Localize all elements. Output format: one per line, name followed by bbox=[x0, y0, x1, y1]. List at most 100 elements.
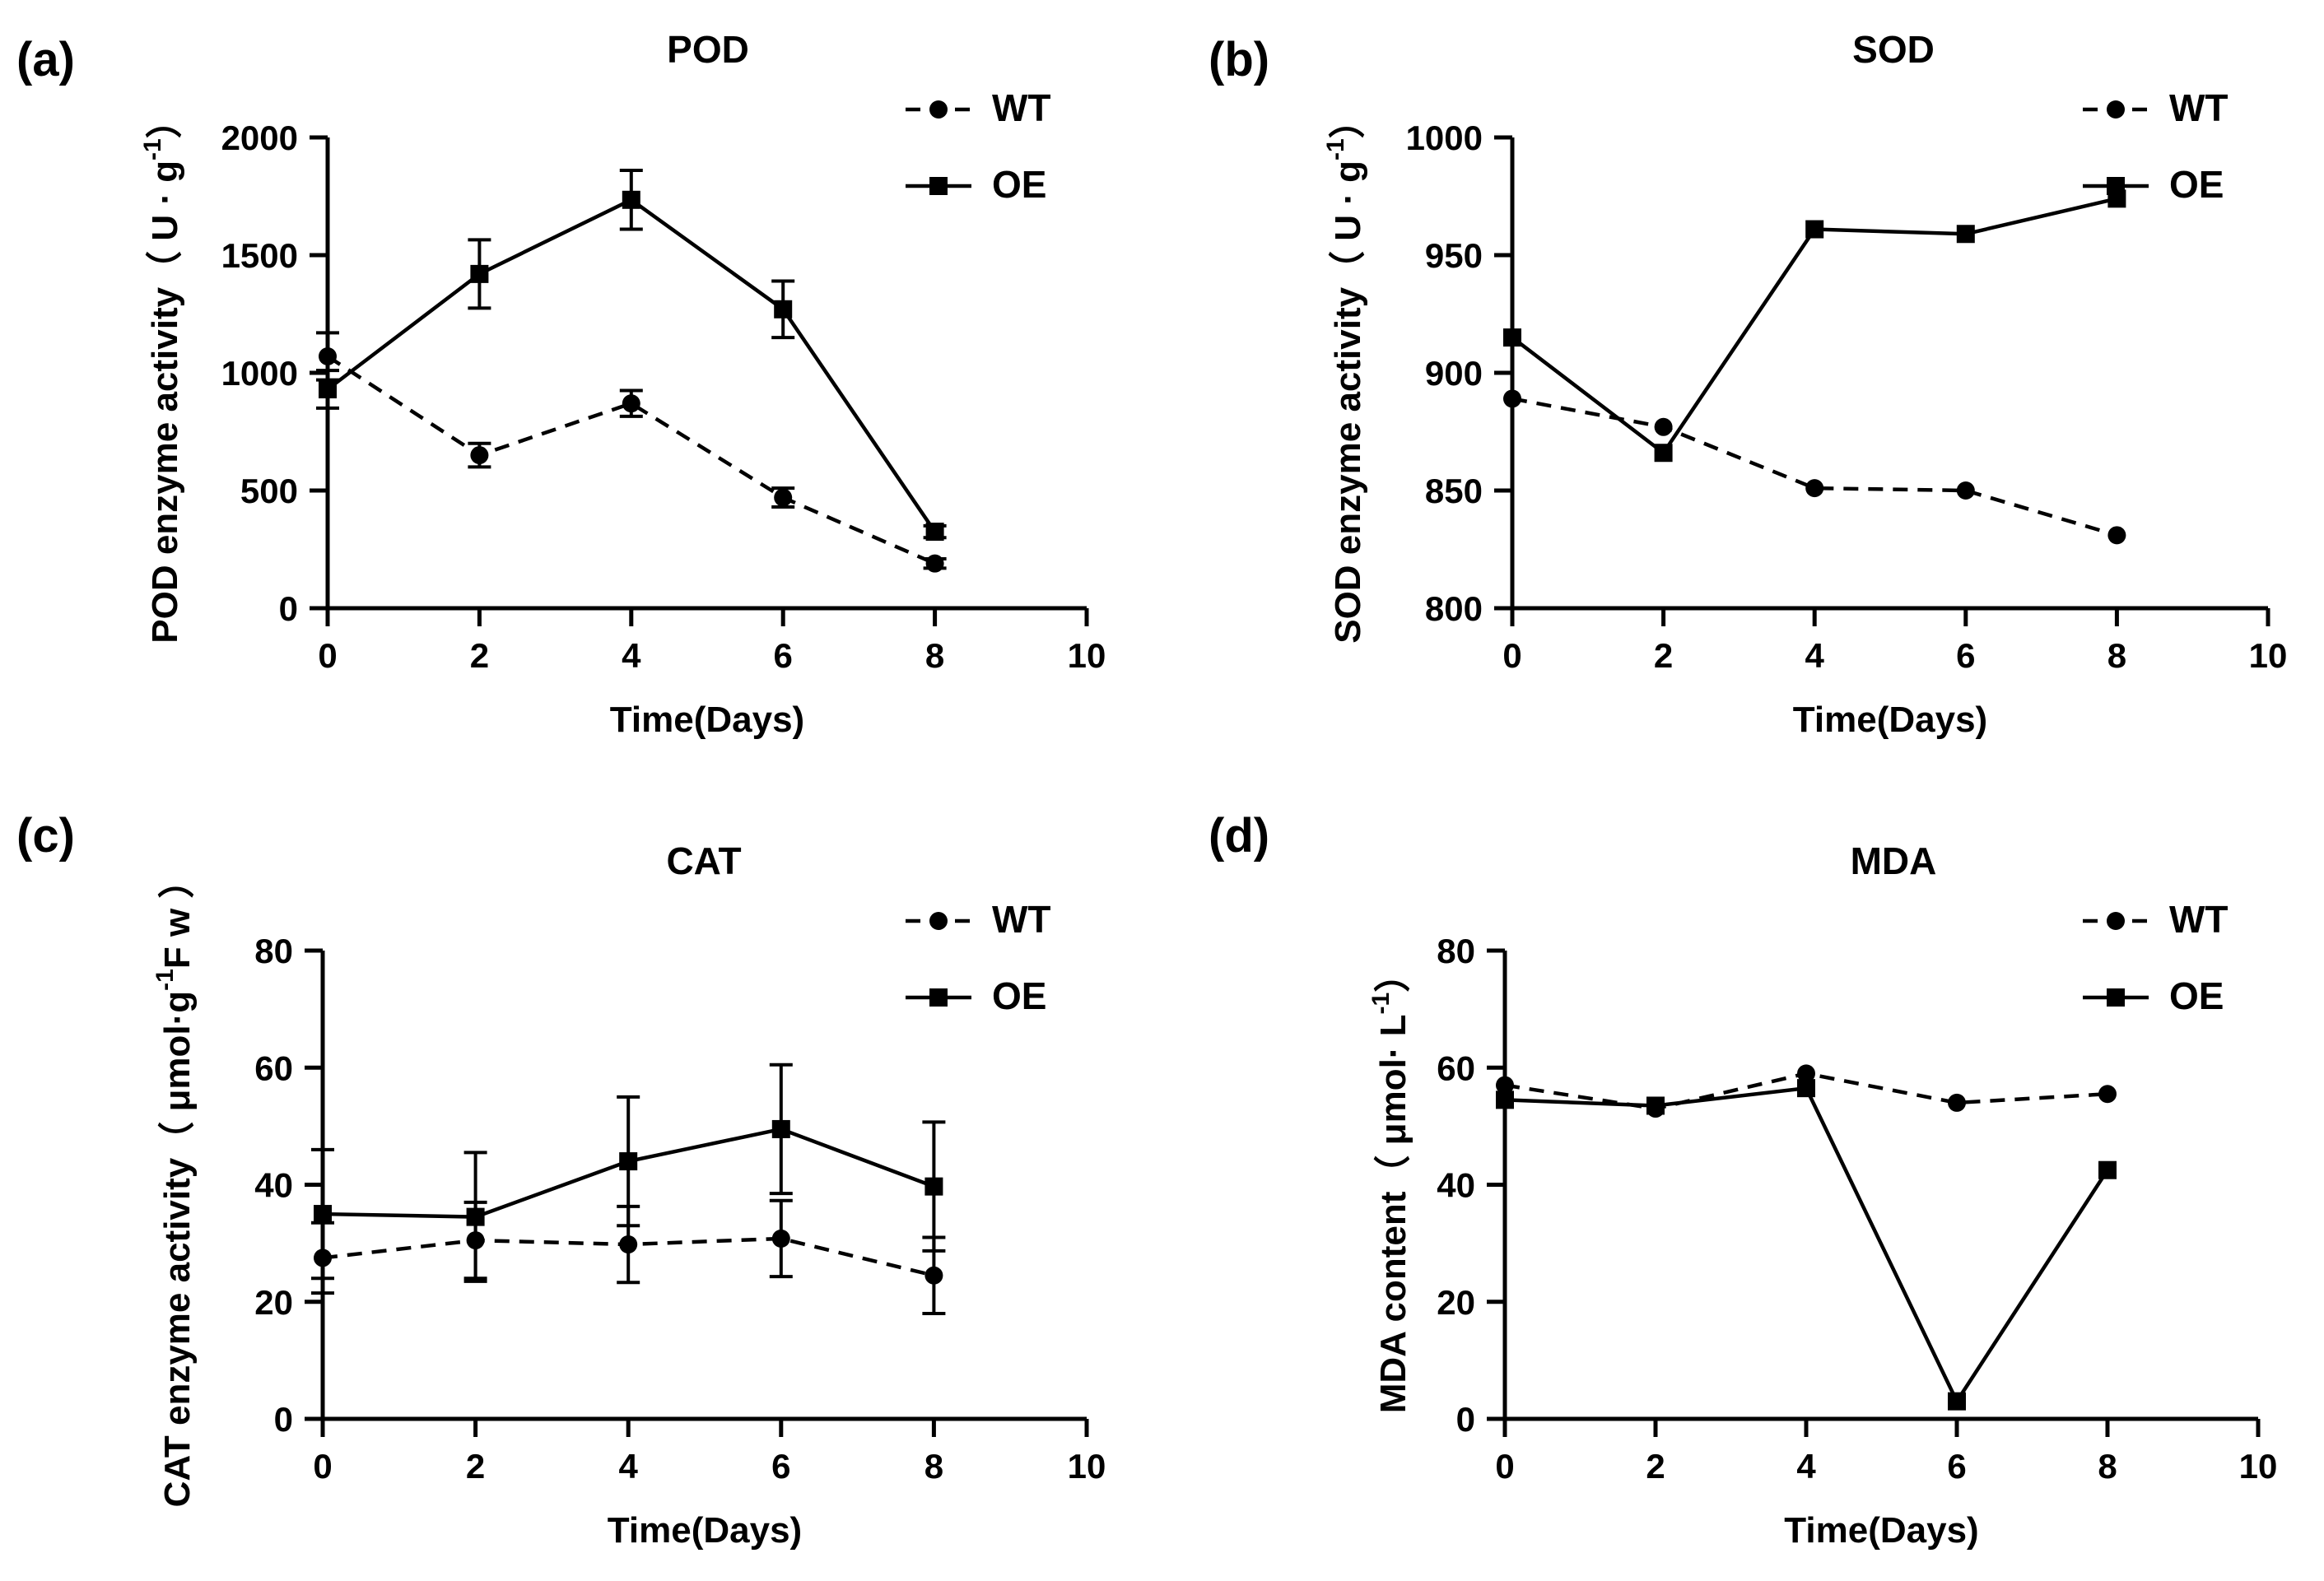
data-point-oe bbox=[470, 264, 489, 283]
chart-panel-pod: (a) POD 0 2 4 6 8 10 0 500 1000 1500 2000 Time(Days) P… bbox=[16, 28, 1106, 740]
data-point-oe bbox=[622, 190, 640, 209]
y-tick-label: 0 bbox=[274, 1400, 293, 1439]
x-tick-label: 0 bbox=[1495, 1447, 1514, 1486]
legend-label: OE bbox=[992, 163, 1046, 206]
chart-panel-sod: (b) SOD 0 2 4 6 8 10 800 850 900 950 1000 Time(Days) S… bbox=[1209, 28, 2287, 740]
panel-label: (a) bbox=[16, 33, 75, 86]
chart-title: POD bbox=[667, 28, 749, 71]
legend-marker bbox=[2107, 988, 2125, 1007]
panel-label: (b) bbox=[1209, 33, 1269, 86]
x-tick-label: 2 bbox=[1646, 1447, 1665, 1486]
x-tick-label: 8 bbox=[924, 1447, 943, 1486]
data-point-wt bbox=[1956, 481, 1975, 500]
legend-entry-wt: WT bbox=[906, 86, 1051, 129]
chart-title: MDA bbox=[1851, 839, 1937, 882]
y-tick-label: 2000 bbox=[221, 119, 298, 157]
x-tick-label: 4 bbox=[622, 636, 641, 675]
y-tick-label: 40 bbox=[1437, 1166, 1475, 1205]
legend-entry-wt: WT bbox=[2083, 898, 2229, 941]
x-axis-label: Time(Days) bbox=[1784, 1510, 1978, 1551]
data-point-oe bbox=[924, 1177, 943, 1196]
x-tick-label: 10 bbox=[2239, 1447, 2278, 1486]
series-line-oe bbox=[1504, 1086, 2109, 1406]
y-axis-label-sup: -1 bbox=[139, 138, 166, 160]
y-axis-label: SOD enzyme activity（ U · g-1） bbox=[1322, 102, 1368, 644]
y-axis-label-suffix: ） bbox=[1328, 102, 1368, 138]
data-point-oe bbox=[774, 300, 793, 319]
data-point-wt bbox=[1948, 1093, 1966, 1112]
legend-label: OE bbox=[2169, 974, 2224, 1017]
data-point-oe bbox=[1646, 1096, 1665, 1115]
data-point-wt bbox=[1503, 389, 1521, 408]
x-tick-label: 10 bbox=[1068, 636, 1106, 675]
data-point-oe bbox=[319, 380, 337, 399]
y-axis-label-suffix: ） bbox=[145, 102, 185, 138]
y-axis-label: MDA content（ μmol· L-1） bbox=[1367, 956, 1413, 1413]
data-point-wt bbox=[319, 346, 337, 365]
legend-entry-oe: OE bbox=[906, 163, 1046, 206]
y-axis-label-main: POD enzyme activity（ U · g bbox=[145, 160, 185, 644]
y-axis-label-main: SOD enzyme activity（ U · g bbox=[1328, 160, 1368, 644]
series-oe bbox=[1496, 1079, 2117, 1411]
legend-entry-oe: OE bbox=[2083, 974, 2224, 1017]
data-point-wt bbox=[470, 446, 489, 465]
x-tick-label: 4 bbox=[619, 1447, 639, 1486]
x-tick-label: 10 bbox=[2249, 636, 2288, 675]
legend-marker bbox=[929, 912, 948, 930]
legend-entry-oe: OE bbox=[906, 974, 1046, 1017]
series-oe bbox=[1503, 189, 2126, 463]
legend-marker bbox=[929, 988, 948, 1007]
data-point-oe bbox=[1503, 328, 1521, 347]
x-tick-label: 6 bbox=[1956, 636, 1975, 675]
y-tick-label: 950 bbox=[1425, 236, 1483, 275]
x-axis-label: Time(Days) bbox=[610, 700, 804, 740]
chart-title: SOD bbox=[1852, 28, 1935, 71]
y-tick-label: 80 bbox=[1437, 932, 1475, 970]
x-tick-label: 4 bbox=[1805, 636, 1825, 675]
data-point-wt bbox=[924, 1266, 943, 1285]
y-tick-label: 500 bbox=[240, 472, 298, 510]
data-point-wt bbox=[622, 394, 640, 413]
y-tick-label: 800 bbox=[1425, 589, 1483, 628]
y-axis-label-suffix: ） bbox=[1373, 956, 1413, 993]
x-tick-label: 0 bbox=[1502, 636, 1521, 675]
x-tick-label: 0 bbox=[318, 636, 337, 675]
y-axis-label-main: MDA content（ μmol· L bbox=[1373, 1014, 1413, 1413]
legend-label: OE bbox=[992, 974, 1046, 1017]
y-tick-label: 60 bbox=[1437, 1049, 1475, 1087]
legend-marker bbox=[929, 177, 948, 195]
y-axis-label-sup: -1 bbox=[151, 969, 179, 991]
chart-panel-cat: (c) CAT 0 2 4 6 8 10 0 20 40 60 80 Time(Days) CAT enzy… bbox=[16, 809, 1106, 1551]
legend-marker bbox=[929, 100, 948, 119]
y-axis-label: CAT enzyme activity（ μmol·g-1F w ） bbox=[151, 863, 198, 1508]
data-point-oe bbox=[771, 1119, 790, 1138]
y-axis-label-main: CAT enzyme activity（ μmol·g bbox=[157, 991, 198, 1508]
y-axis-label-sup: -1 bbox=[1322, 138, 1349, 160]
data-point-oe bbox=[1948, 1392, 1966, 1411]
data-point-wt bbox=[925, 554, 944, 573]
panel-label: (c) bbox=[16, 809, 75, 863]
x-tick-label: 6 bbox=[774, 636, 793, 675]
y-tick-label: 80 bbox=[254, 932, 293, 970]
y-tick-label: 0 bbox=[279, 589, 298, 628]
data-point-wt bbox=[1805, 479, 1824, 498]
legend-marker bbox=[2107, 100, 2125, 119]
series-line-wt bbox=[326, 355, 936, 565]
y-tick-label: 0 bbox=[1456, 1400, 1475, 1439]
y-axis-label-sup: -1 bbox=[1367, 993, 1395, 1015]
series-line-wt bbox=[1511, 397, 2118, 537]
legend-entry-wt: WT bbox=[906, 898, 1051, 941]
x-tick-label: 8 bbox=[925, 636, 944, 675]
y-tick-label: 40 bbox=[254, 1166, 293, 1205]
legend-label: WT bbox=[992, 86, 1051, 129]
series-wt bbox=[1503, 389, 2126, 545]
legend-label: WT bbox=[2169, 898, 2229, 941]
data-point-oe bbox=[619, 1152, 638, 1171]
legend-label: WT bbox=[2169, 86, 2229, 129]
data-point-oe bbox=[1805, 220, 1824, 239]
y-tick-label: 1000 bbox=[1406, 119, 1483, 157]
data-point-wt bbox=[1654, 417, 1673, 436]
series-oe bbox=[316, 169, 947, 542]
legend-marker bbox=[2107, 912, 2125, 930]
